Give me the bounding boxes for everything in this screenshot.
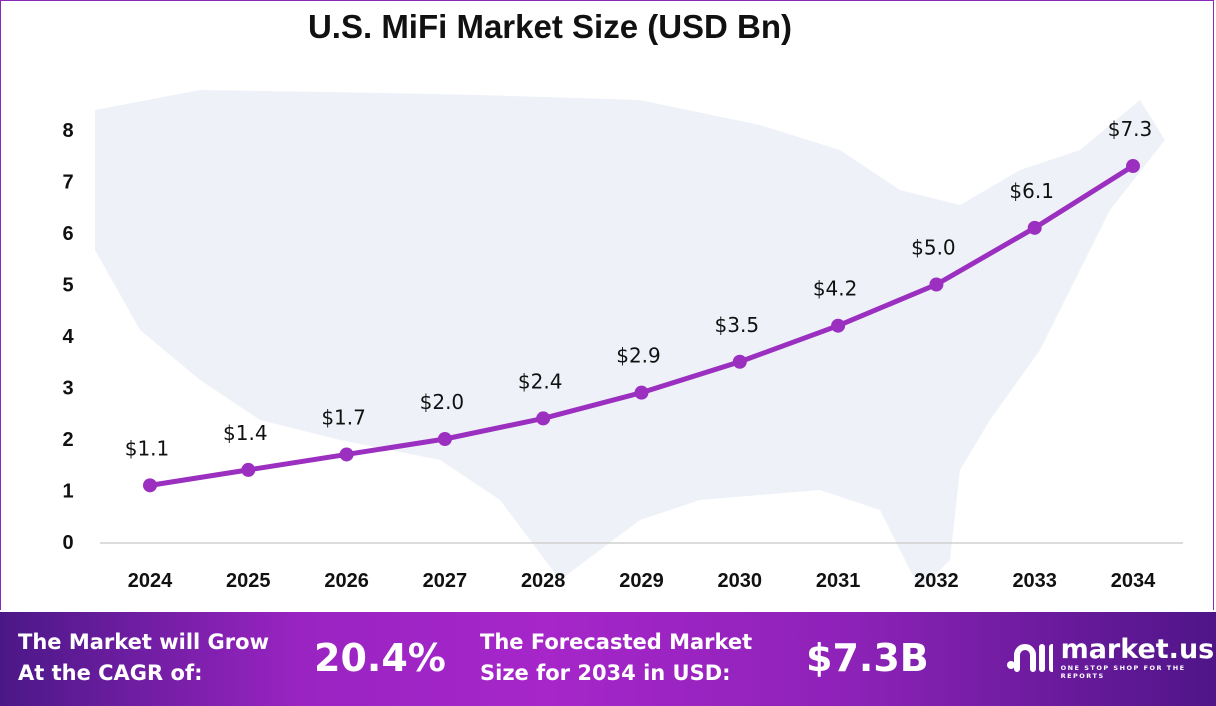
logo-name: market.us [1060, 634, 1215, 665]
data-point [929, 277, 944, 292]
x-tick-label: 2025 [226, 570, 271, 592]
x-tick-label: 2024 [128, 570, 173, 592]
data-label: $2.0 [420, 390, 465, 414]
x-tick-label: 2030 [718, 570, 763, 592]
y-tick-label: 8 [62, 120, 73, 142]
y-tick-label: 6 [62, 223, 73, 245]
data-point [437, 432, 452, 446]
line-chart: 0 1 2 3 4 5 6 7 8 2024 2025 2026 2027 2028 2029 2030 203… [62, 90, 1183, 592]
forecast-value: $7.3B [806, 636, 929, 680]
x-tick-label: 2029 [619, 570, 664, 592]
forecast-label: The Forecasted Market Size for 2034 in US… [480, 630, 753, 685]
data-label: $7.3 [1108, 117, 1153, 141]
market-us-logo: market.us ONE STOP SHOP FOR THE REPORTS [1005, 636, 1216, 680]
y-tick-label: 3 [62, 378, 73, 400]
data-label: $5.0 [911, 236, 956, 260]
data-label: $6.1 [1009, 179, 1054, 203]
x-tick-label: 2032 [914, 570, 959, 592]
data-point [143, 478, 157, 493]
x-tick-label: 2026 [324, 570, 369, 592]
data-point [1126, 159, 1140, 174]
data-point [339, 447, 354, 462]
data-point [634, 385, 649, 400]
data-label: $2.4 [518, 369, 563, 393]
y-tick-label: 5 [62, 275, 73, 297]
data-label: $1.1 [125, 436, 170, 460]
y-tick-label: 2 [62, 429, 73, 451]
data-label: $3.5 [715, 313, 760, 337]
x-tick-label: 2031 [816, 570, 861, 592]
logo-tagline: ONE STOP SHOP FOR THE REPORTS [1060, 664, 1186, 680]
y-tick-label: 0 [62, 532, 73, 554]
data-label: $1.4 [223, 421, 268, 445]
y-tick-label: 4 [62, 326, 74, 348]
data-label: $1.7 [321, 405, 366, 429]
data-point [241, 462, 256, 477]
y-tick-label: 1 [62, 481, 73, 503]
data-point [831, 318, 846, 333]
y-tick-label: 7 [62, 172, 73, 194]
data-point [1027, 220, 1042, 235]
chart-title: U.S. MiFi Market Size (USD Bn) [307, 8, 793, 45]
data-point [536, 411, 551, 426]
x-tick-label: 2033 [1012, 570, 1057, 592]
x-tick-label: 2034 [1111, 570, 1156, 592]
logo-icon [1007, 644, 1053, 672]
data-label: $2.9 [616, 344, 661, 368]
x-tick-label: 2027 [423, 570, 468, 592]
chart-frame [0, 0, 1214, 610]
data-label: $4.2 [813, 277, 858, 301]
cagr-value: 20.4% [314, 636, 446, 680]
us-map-background [95, 90, 1165, 590]
data-point [732, 354, 747, 369]
x-tick-label: 2028 [521, 570, 566, 592]
cagr-label: The Market will Grow At the CAGR of: [18, 630, 269, 685]
footer-banner: The Market will Grow At the CAGR of: 20.4… [0, 612, 1216, 706]
